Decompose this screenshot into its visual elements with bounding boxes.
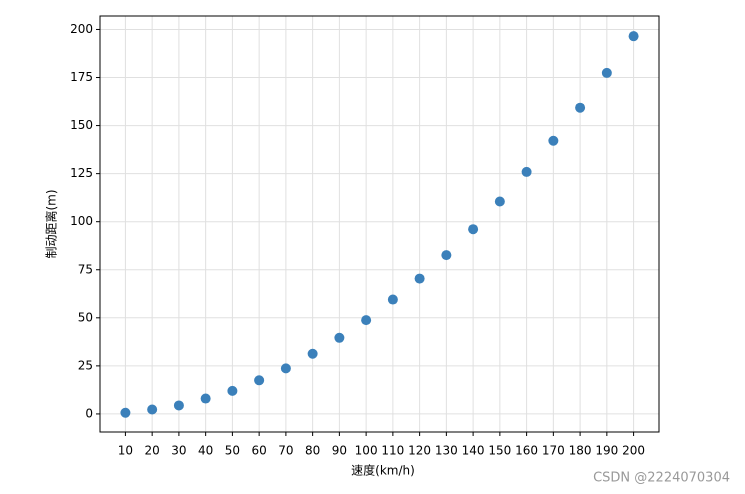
x-tick-label: 100 [355, 444, 378, 458]
point [120, 407, 131, 418]
x-tick-label: 180 [569, 444, 592, 458]
y-tick-label: 200 [70, 22, 93, 36]
watermark: CSDN @2224070304 [593, 471, 730, 486]
point [387, 294, 398, 305]
x-tick-label: 200 [622, 444, 645, 458]
y-tick-label: 25 [78, 358, 93, 372]
y-tick-label: 75 [78, 262, 93, 276]
x-tick-label: 40 [198, 444, 213, 458]
point [147, 404, 158, 415]
y-tick-label: 100 [70, 214, 93, 228]
point [173, 400, 184, 411]
point [628, 31, 639, 42]
x-tick-label: 70 [278, 444, 293, 458]
point [494, 196, 505, 207]
point [307, 348, 318, 359]
x-tick-label: 30 [171, 444, 186, 458]
point [227, 385, 238, 396]
x-tick-label: 190 [595, 444, 618, 458]
point [361, 315, 372, 326]
point [334, 332, 345, 343]
y-tick-label: 150 [70, 118, 93, 132]
x-tick-label: 130 [435, 444, 458, 458]
x-tick-label: 170 [542, 444, 565, 458]
point [548, 135, 559, 146]
x-axis-label: 速度(km/h) [351, 463, 415, 478]
x-tick-label: 10 [118, 444, 133, 458]
plot-frame [99, 15, 660, 433]
point [601, 67, 612, 78]
x-tick-label: 60 [252, 444, 267, 458]
x-tick-label: 140 [462, 444, 485, 458]
y-tick-label: 125 [70, 166, 93, 180]
x-tick-label: 160 [515, 444, 538, 458]
y-tick-label: 0 [85, 406, 93, 420]
point [414, 273, 425, 284]
point [575, 102, 586, 113]
y-tick-label: 50 [78, 310, 93, 324]
point [441, 250, 452, 261]
point [521, 166, 532, 177]
x-tick-label: 150 [488, 444, 511, 458]
x-tick-label: 90 [332, 444, 347, 458]
x-tick-label: 110 [381, 444, 404, 458]
y-tick-label: 175 [70, 70, 93, 84]
x-tick-label: 80 [305, 444, 320, 458]
point [200, 393, 211, 404]
point [280, 363, 291, 374]
y-axis-label: 制动距离(m) [44, 189, 59, 258]
x-tick-label: 20 [145, 444, 160, 458]
x-tick-label: 50 [225, 444, 240, 458]
x-tick-label: 120 [408, 444, 431, 458]
point [468, 224, 479, 235]
point [254, 375, 265, 386]
